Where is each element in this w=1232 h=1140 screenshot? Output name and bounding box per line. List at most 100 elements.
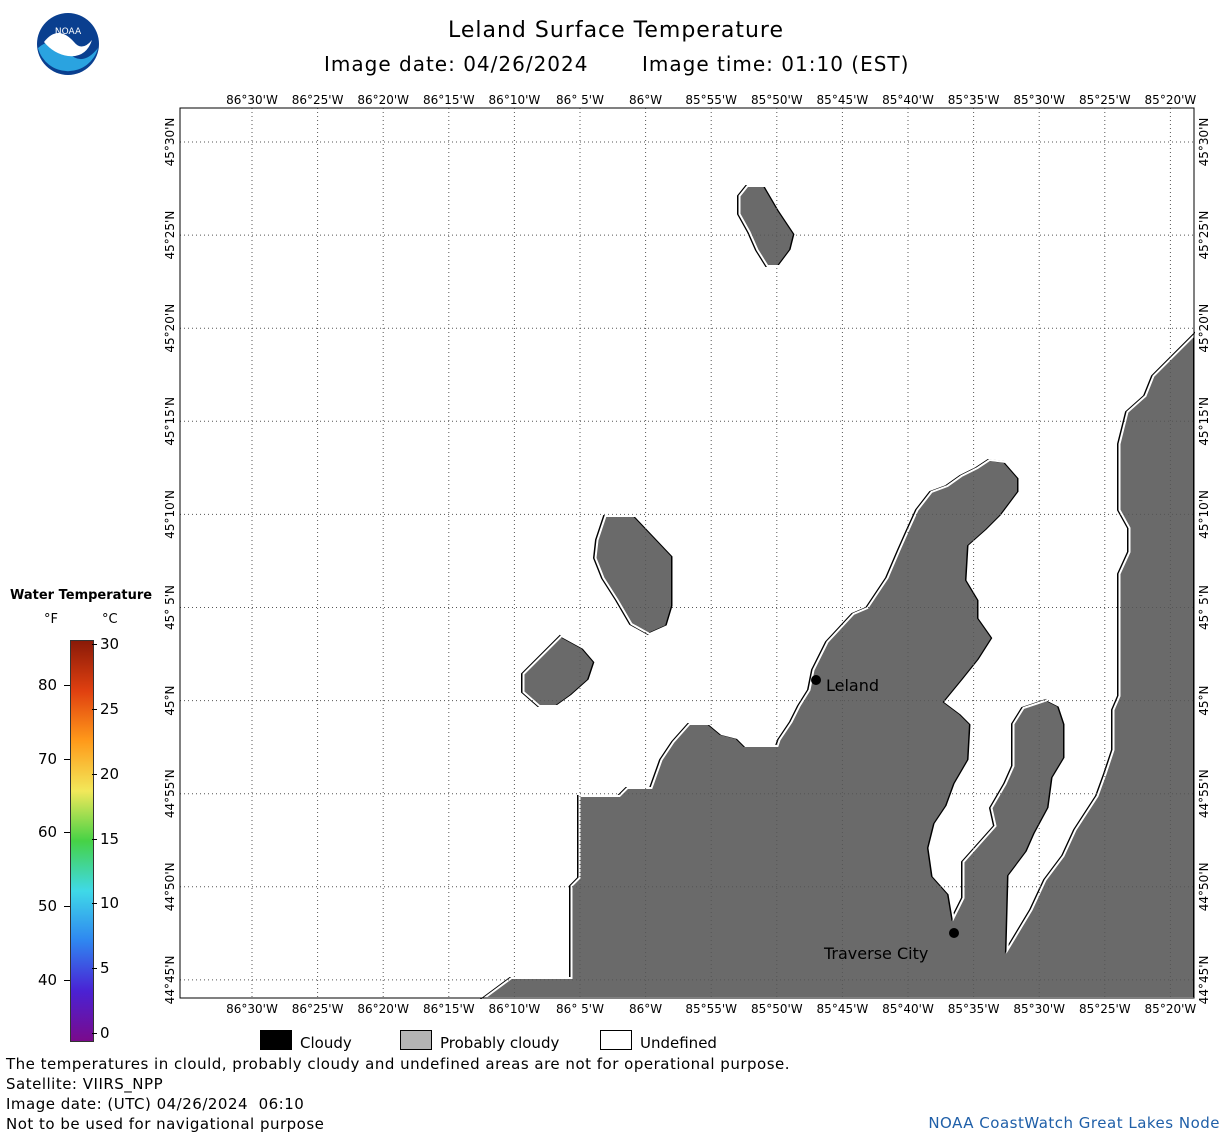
satellite-text: Satellite: VIIRS_NPP (6, 1075, 164, 1093)
lat-tick-label-right: 45°N (1197, 685, 1211, 715)
lat-tick-label-right: 44°50'N (1197, 862, 1211, 911)
noaa-logo-icon: NOAA (36, 12, 100, 76)
lon-tick-label-top: 85°35'W (948, 93, 1000, 107)
fahrenheit-tick-label: 80 (38, 676, 58, 694)
lat-tick-label-left: 45°20'N (163, 304, 177, 353)
lat-tick-label-left: 44°50'N (163, 862, 177, 911)
lon-tick-label-top: 86°30'W (226, 93, 278, 107)
celsius-tick-label: 20 (100, 764, 120, 783)
lon-tick-label-bottom: 86°25'W (292, 1002, 344, 1016)
map-frame (179, 107, 1195, 999)
celsius-tick-label: 10 (100, 894, 120, 913)
lon-tick-label-top: 86°W (629, 93, 662, 107)
lat-tick-label-right: 44°45'N (1197, 955, 1211, 1004)
lat-tick-label-right: 45°30'N (1197, 118, 1211, 167)
lat-tick-label-right: 44°55'N (1197, 769, 1211, 818)
celsius-tick-mark (92, 773, 97, 775)
lat-tick-label-left: 45°15'N (163, 397, 177, 446)
celsius-tick-mark (92, 708, 97, 710)
lon-tick-label-top: 85°50'W (751, 93, 803, 107)
lat-lon-grid (180, 108, 1194, 998)
leland-label: Leland (826, 676, 879, 695)
lon-tick-label-top: 86°20'W (357, 93, 409, 107)
traverse-city-label: Traverse City (823, 944, 928, 963)
logo-text: NOAA (55, 27, 82, 37)
leland-marker (811, 675, 821, 685)
lat-tick-label-right: 45°20'N (1197, 304, 1211, 353)
lon-tick-label-bottom: 86°30'W (226, 1002, 278, 1016)
lon-tick-label-bottom: 86°10'W (489, 1002, 541, 1016)
lon-tick-label-bottom: 85°20'W (1145, 1002, 1197, 1016)
lat-tick-label-left: 44°45'N (163, 955, 177, 1004)
lon-tick-label-bottom: 85°40'W (882, 1002, 934, 1016)
image-time: Image time: 01:10 (EST) (642, 52, 910, 76)
lon-tick-label-bottom: 86°W (629, 1002, 662, 1016)
lat-tick-label-left: 45°10'N (163, 490, 177, 539)
coastline-outline (481, 185, 1197, 999)
celsius-tick-mark (92, 1033, 97, 1034)
lon-tick-label-bottom: 86° 5'W (556, 1002, 604, 1016)
axis-ticks: 86°30'W 86°30'W 86°25'W 86°25'W 86°20'W 86°20… (163, 93, 1211, 1016)
celsius-tick-label: 15 (100, 829, 120, 848)
celsius-tick-label: 0 (100, 1024, 110, 1042)
colorbar-title: Water Temperature (10, 588, 153, 603)
celsius-tick-mark (92, 903, 97, 905)
lon-tick-label-top: 86°15'W (423, 93, 475, 107)
disclaimer-text: The temperatures in clould, probably clo… (6, 1055, 791, 1073)
traverse-city-marker (949, 928, 959, 938)
lat-tick-label-left: 44°55'N (163, 769, 177, 818)
credit-text: NOAA CoastWatch Great Lakes Node (928, 1114, 1220, 1132)
fahrenheit-tick-label: 40 (38, 971, 58, 989)
lat-tick-label-right: 45°15'N (1197, 397, 1211, 446)
fahrenheit-tick-label: 60 (38, 823, 58, 841)
lon-tick-label-bottom: 86°20'W (357, 1002, 409, 1016)
lat-tick-label-right: 45°25'N (1197, 211, 1211, 260)
lat-tick-label-right: 45° 5'N (1197, 585, 1211, 630)
land-south-manitou-island (521, 634, 596, 707)
lat-tick-label-left: 45°30'N (163, 118, 177, 167)
map-title: Leland Surface Temperature (447, 18, 785, 43)
legend-swatch-probably-cloudy (400, 1030, 432, 1050)
lon-tick-label-bottom: 85°50'W (751, 1002, 803, 1016)
land-north-manitou-island (592, 515, 673, 636)
lon-tick-label-bottom: 85°25'W (1079, 1002, 1131, 1016)
lon-tick-label-top: 85°30'W (1013, 93, 1065, 107)
lon-tick-label-top: 86°25'W (292, 93, 344, 107)
fahrenheit-tick-mark (64, 980, 70, 981)
coast-halo (481, 331, 1197, 999)
image-date: Image date: 04/26/2024 (324, 52, 589, 76)
legend-swatch-undefined (600, 1030, 632, 1050)
celsius-tick-label: 25 (100, 699, 120, 718)
lon-tick-label-bottom: 85°30'W (1013, 1002, 1065, 1016)
celsius-tick-label: 30 (100, 635, 120, 653)
lon-tick-label-bottom: 85°55'W (685, 1002, 737, 1016)
lon-tick-label-top: 85°25'W (1079, 93, 1131, 107)
fahrenheit-tick-mark (64, 832, 70, 833)
legend-label-cloudy: Cloudy (300, 1034, 352, 1052)
celsius-tick-mark (92, 644, 97, 645)
fahrenheit-tick-mark (64, 759, 70, 760)
lon-tick-label-top: 85°40'W (882, 93, 934, 107)
fahrenheit-tick-mark (64, 906, 70, 907)
legend-label-probably-cloudy: Probably cloudy (440, 1034, 560, 1052)
lon-tick-label-top: 85°55'W (685, 93, 737, 107)
lon-tick-label-top: 86°10'W (489, 93, 541, 107)
lat-tick-label-left: 45° 5'N (163, 585, 177, 630)
celsius-tick-label: 5 (100, 959, 110, 978)
land-areas (479, 185, 1195, 999)
lon-tick-label-bottom: 85°35'W (948, 1002, 1000, 1016)
fahrenheit-tick-mark (64, 685, 70, 686)
legend-swatch-cloudy (260, 1030, 292, 1050)
lat-tick-label-right: 45°10'N (1197, 490, 1211, 539)
lat-tick-label-left: 45°N (163, 685, 177, 715)
lon-tick-label-top: 85°45'W (817, 93, 869, 107)
unit-celsius: °C (102, 612, 118, 627)
fahrenheit-tick-label: 50 (38, 897, 58, 915)
colorbar-gradient (70, 640, 94, 1042)
celsius-tick-mark (92, 968, 97, 970)
coast-halo (738, 185, 797, 267)
lat-tick-label-left: 45°25'N (163, 211, 177, 260)
lon-tick-label-top: 86° 5'W (556, 93, 604, 107)
utc-date-text: Image date: (UTC) 04/26/2024 06:10 (6, 1095, 305, 1113)
